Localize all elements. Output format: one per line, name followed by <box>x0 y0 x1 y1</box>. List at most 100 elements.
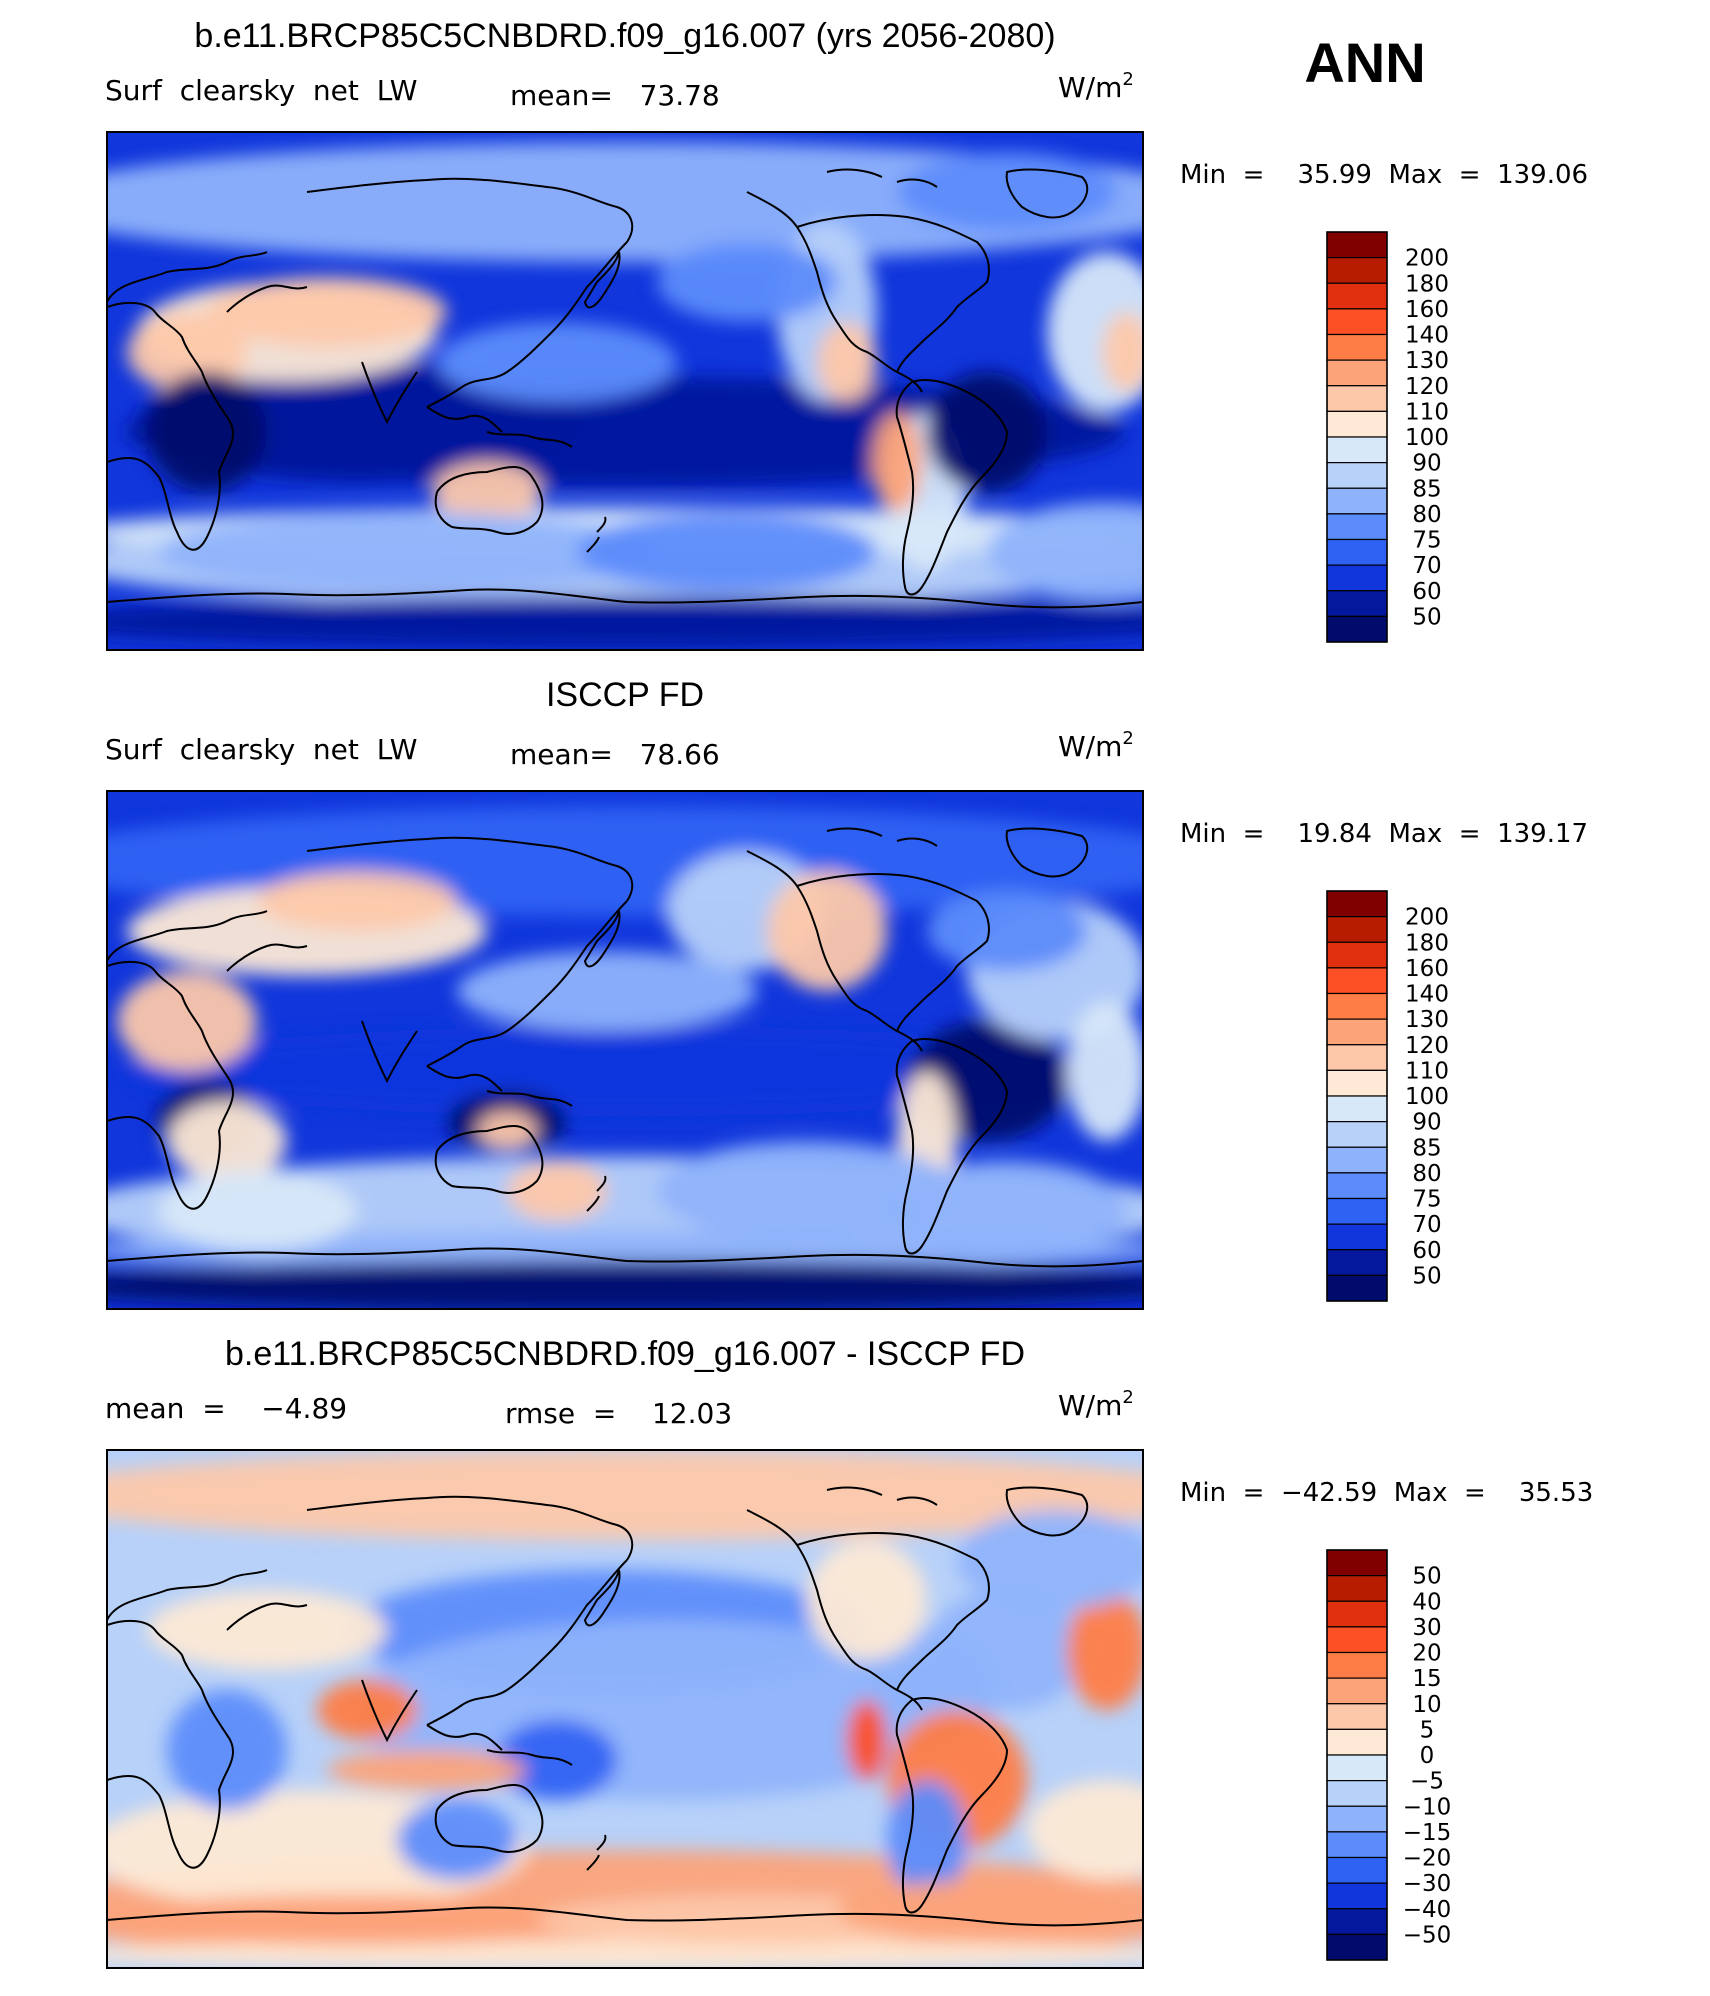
colorbar-tick-label: 110 <box>1405 1058 1449 1084</box>
contour-region <box>887 1780 967 1900</box>
panel-3: b.e11.BRCP85C5CNBDRD.f09_g16.007 - ISCCP… <box>105 1335 1593 1969</box>
contour-region <box>657 242 837 322</box>
colorbar-swatch <box>1326 1728 1388 1756</box>
colorbar-swatch <box>1326 1626 1388 1654</box>
colorbar-tick-label: −40 <box>1403 1897 1452 1923</box>
colorbar-tick-label: 100 <box>1405 425 1449 451</box>
colorbar-tick-label: 75 <box>1412 1187 1441 1213</box>
colorbar-tick-label: 50 <box>1412 1564 1441 1590</box>
contour-region <box>837 1880 1137 1940</box>
colorbar-swatch <box>1326 308 1388 336</box>
colorbar-tick-label: 70 <box>1412 553 1441 579</box>
colorbar-swatch <box>1326 1856 1388 1884</box>
contour-region <box>107 1450 1143 1540</box>
colorbar-tick-label: −30 <box>1403 1871 1452 1897</box>
colorbar-tick-label: 15 <box>1412 1666 1441 1692</box>
contour-region <box>497 1720 617 1800</box>
colorbar-tick-label: 130 <box>1405 348 1449 374</box>
map-frame <box>106 131 1144 651</box>
colorbar-swatch <box>1326 1805 1388 1833</box>
rmse-label: rmse = 12.03 <box>505 1397 732 1430</box>
map-field <box>107 1450 1143 1968</box>
colorbar-swatch <box>1326 1146 1388 1174</box>
colorbar-swatch <box>1326 538 1388 566</box>
colorbar-tick-label: 20 <box>1412 1641 1441 1667</box>
colorbar-swatch <box>1326 1249 1388 1276</box>
colorbar-swatch <box>1326 615 1388 643</box>
units-base: W/m <box>1058 1389 1122 1422</box>
colorbar-swatch <box>1326 1575 1388 1602</box>
contour-region <box>397 1800 517 1880</box>
colorbar-swatch <box>1326 1549 1388 1577</box>
contour-region <box>317 1680 417 1740</box>
colorbar-swatch <box>1326 462 1388 489</box>
colorbar-swatch <box>1326 1651 1388 1679</box>
colorbar-tick-label: 50 <box>1412 1263 1441 1289</box>
panel-title: b.e11.BRCP85C5CNBDRD.f09_g16.007 (yrs 20… <box>194 17 1055 55</box>
colorbar-tick-label: 50 <box>1412 604 1441 630</box>
contour-region <box>432 462 542 522</box>
colorbar-tick-label: 85 <box>1412 476 1441 502</box>
colorbar-swatch <box>1326 1882 1388 1910</box>
colorbar-tick-label: 80 <box>1412 1161 1441 1187</box>
contour-region <box>507 1161 607 1221</box>
colorbar-swatch <box>1326 1069 1388 1097</box>
contour-region <box>117 971 257 1071</box>
panel-title: ISCCP FD <box>546 676 704 714</box>
mean-label: mean= 73.78 <box>510 79 720 112</box>
min-max-label: Min = 19.84 Max = 139.17 <box>1180 819 1588 849</box>
colorbar-swatch <box>1326 1018 1388 1046</box>
colorbar-swatch <box>1326 1121 1388 1148</box>
contour-region <box>872 412 922 512</box>
colorbar-tick-label: 160 <box>1405 956 1449 982</box>
colorbar-swatch <box>1326 1095 1388 1123</box>
season-label: ANN <box>1304 31 1425 94</box>
contour-region <box>167 1690 287 1810</box>
colorbar-tick-label: 30 <box>1412 1615 1441 1641</box>
contour-region <box>897 152 1117 232</box>
panel-title: b.e11.BRCP85C5CNBDRD.f09_g16.007 - ISCCP… <box>225 1335 1025 1373</box>
map-contours <box>107 142 1143 647</box>
contour-region <box>927 891 1087 971</box>
colorbar-swatch <box>1326 385 1388 412</box>
colorbar-tick-label: 160 <box>1405 297 1449 323</box>
contour-region <box>257 871 457 931</box>
contour-region <box>147 372 267 492</box>
colorbar-swatch <box>1326 967 1388 995</box>
map-frame <box>106 790 1144 1310</box>
colorbar-tick-label: 90 <box>1412 1110 1441 1136</box>
contour-region <box>327 1750 527 1790</box>
colorbar-tick-label: 90 <box>1412 451 1441 477</box>
colorbar-tick-label: −5 <box>1410 1769 1444 1795</box>
contour-region <box>657 1141 957 1241</box>
contour-region <box>107 1940 1143 1968</box>
colorbar-tick-label: 60 <box>1412 579 1441 605</box>
colorbar-swatch <box>1326 1274 1388 1302</box>
colorbar-swatch <box>1326 1908 1388 1935</box>
contour-region <box>927 372 1047 492</box>
colorbar-swatch <box>1326 1172 1388 1200</box>
colorbar-swatch <box>1326 410 1388 438</box>
colorbar-frame <box>1326 231 1388 643</box>
colorbar-swatch <box>1326 1677 1388 1705</box>
colorbar-tick-label: 140 <box>1405 982 1449 1008</box>
colorbar-swatch <box>1326 282 1388 310</box>
colorbar-swatch <box>1326 1600 1388 1628</box>
map-frame <box>106 1449 1144 1969</box>
contour-region <box>927 1590 1087 1710</box>
colorbar-tick-label: 10 <box>1412 1692 1441 1718</box>
contour-region <box>847 1700 887 1780</box>
colorbar-swatch <box>1326 941 1388 969</box>
contour-region <box>807 1540 927 1660</box>
colorbar-swatch <box>1326 1831 1388 1859</box>
colorbar-swatch <box>1326 1223 1388 1251</box>
colorbar-swatch <box>1326 1933 1388 1961</box>
contour-region <box>107 1261 1143 1309</box>
colorbar-tick-label: −50 <box>1403 1922 1452 1948</box>
contour-region <box>477 1111 537 1151</box>
units-label: W/m2 <box>1058 1387 1134 1422</box>
units-label: W/m2 <box>1058 69 1134 104</box>
